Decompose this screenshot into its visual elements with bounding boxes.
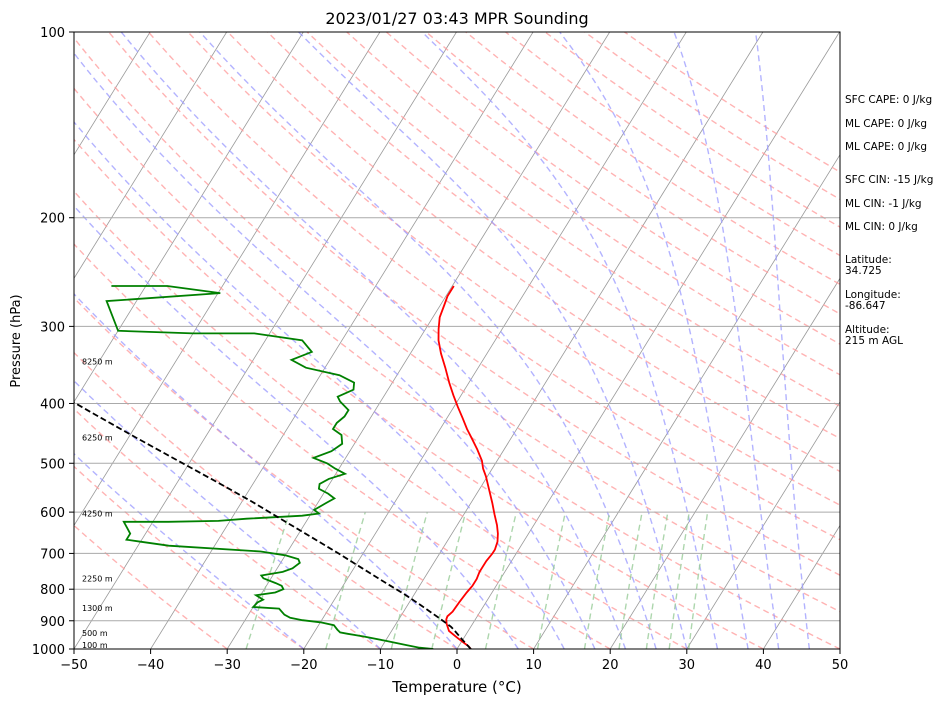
y-axis-label: Pressure (hPa): [9, 294, 24, 387]
y-tick-label: 700: [40, 547, 65, 562]
mixing-ratio-line: [645, 511, 669, 649]
ml-cape-text-2: ML CAPE: 0 J/kg: [845, 141, 928, 153]
moist-adiabat-line: [74, 204, 519, 649]
ml-cin-text: ML CIN: -1 J/kg: [845, 198, 922, 210]
x-tick-label: 0: [453, 658, 461, 673]
moist-adiabat-line: [74, 379, 381, 649]
height-label: 2250 m: [82, 574, 113, 583]
y-tick-label: 800: [40, 583, 65, 598]
dry-adiabat-line: [306, 32, 840, 408]
dry-adiabat-line: [74, 465, 305, 649]
parcel-path-line: [74, 401, 472, 649]
isotherm-line: [74, 32, 304, 403]
ml-cape-text: ML CAPE: 0 J/kg: [845, 118, 928, 130]
x-tick-label: 10: [525, 658, 542, 673]
y-tick-label: 1000: [32, 643, 65, 658]
isotherm-line: [456, 32, 840, 649]
height-label: 8250 m: [82, 357, 113, 366]
y-tick-label: 900: [40, 615, 65, 630]
isotherm-line: [74, 32, 151, 156]
height-label: 1300 m: [82, 604, 113, 613]
isotherm-line: [74, 32, 457, 649]
y-tick-label: 400: [40, 397, 65, 412]
x-tick-label: −50: [60, 658, 87, 673]
dry-adiabat-line: [425, 32, 840, 315]
isotherm-line: [74, 32, 228, 280]
chart-title: 2023/01/27 03:43 MPR Sounding: [325, 9, 588, 28]
y-tick-label: 200: [40, 212, 65, 227]
moist-adiabat-line: [421, 32, 719, 649]
isotherm-line: [150, 32, 534, 649]
dry-adiabat-line: [74, 37, 840, 613]
moist-adiabat-line: [74, 120, 565, 649]
dry-adiabat-line: [74, 87, 840, 649]
isotherm-line: [686, 401, 840, 649]
mixing-ratio-line: [618, 511, 643, 649]
moist-adiabat-line: [754, 32, 811, 649]
dry-adiabat-line: [187, 32, 840, 506]
x-tick-label: −40: [137, 658, 164, 673]
dry-adiabat-line: [74, 351, 458, 649]
moist-adiabat-line: [74, 292, 458, 649]
dry-adiabat-line: [74, 407, 381, 649]
y-axis-ticks: 100 200 300 400 500 600 700 800 900 1000: [32, 26, 74, 658]
x-tick-label: −10: [367, 658, 394, 673]
height-label: 4250 m: [82, 509, 113, 518]
dry-adiabat-line: [346, 32, 840, 376]
mixing-ratio-line: [325, 511, 366, 649]
x-axis-ticks: −50 −40 −30 −20 −10 0 10 20 30 40 50: [60, 649, 848, 673]
sfc-cape-text: SFC CAPE: 0 J/kg: [845, 94, 933, 106]
isotherm-line: [533, 153, 840, 649]
background-lines: [74, 32, 840, 649]
latitude-text: Latitude: 34.725: [845, 254, 892, 277]
height-label: 6250 m: [82, 434, 113, 443]
x-tick-label: 50: [832, 658, 849, 673]
sfc-cin-text: SFC CIN: -15 J/kg: [845, 174, 934, 186]
moist-adiabat-line: [673, 32, 780, 649]
x-tick-label: 20: [602, 658, 619, 673]
y-tick-label: 600: [40, 506, 65, 521]
y-tick-label: 500: [40, 457, 65, 472]
ml-cin-text-2: ML CIN: 0 J/kg: [845, 221, 918, 233]
moist-adiabat-line: [120, 32, 627, 649]
y-tick-label: 300: [40, 320, 65, 335]
dry-adiabat-line: [465, 32, 840, 286]
moist-adiabat-line: [74, 52, 596, 649]
x-tick-label: −30: [213, 658, 240, 673]
dry-adiabat-line: [74, 296, 534, 649]
isotherm-line: [74, 32, 381, 527]
longitude-text: Longitude: -86.647: [845, 289, 901, 312]
isotherm-line: [226, 32, 611, 649]
dry-adiabat-line: [266, 32, 840, 440]
altitude-text: Altitude: 215 m AGL: [845, 324, 903, 347]
isotherm-line: [763, 524, 840, 649]
dewpoint-profile-line: [105, 285, 434, 649]
x-tick-label: −20: [290, 658, 317, 673]
dry-adiabat-line: [147, 32, 840, 541]
x-tick-label: 30: [679, 658, 696, 673]
moist-adiabat-line: [199, 32, 657, 649]
mixing-ratio-line: [484, 511, 518, 649]
isotherm-line: [303, 32, 687, 649]
dry-adiabat-line: [74, 190, 688, 649]
dry-adiabat-line: [108, 32, 840, 576]
height-labels: 100 m 500 m 1300 m 2250 m 4250 m 6250 m 8250 m: [82, 357, 113, 650]
dry-adiabat-line: [74, 138, 764, 649]
dry-adiabat-line: [74, 524, 228, 649]
mixing-ratio-line: [390, 511, 428, 649]
profile-series: [74, 285, 499, 649]
height-label: 500 m: [82, 629, 108, 638]
moist-adiabat-line: [559, 32, 749, 649]
height-label: 100 m: [82, 641, 108, 650]
dry-adiabat-line: [74, 243, 611, 649]
mixing-ratio-line: [668, 511, 690, 649]
isotherm-line: [380, 32, 764, 649]
mixing-ratio-line: [536, 511, 567, 649]
temperature-profile-line: [437, 285, 499, 649]
y-tick-label: 100: [40, 26, 65, 41]
x-axis-label: Temperature (°C): [391, 678, 521, 696]
isotherm-line: [609, 277, 840, 649]
x-tick-label: 40: [755, 658, 772, 673]
